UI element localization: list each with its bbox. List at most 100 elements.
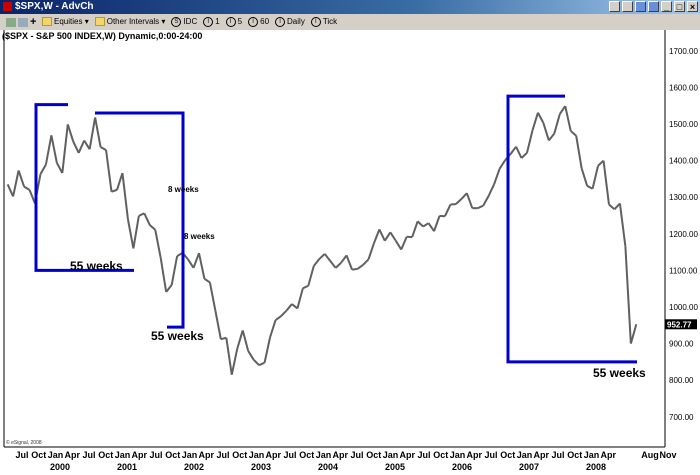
price-segment bbox=[351, 267, 358, 271]
cascade-icon[interactable] bbox=[648, 1, 659, 12]
price-segment bbox=[531, 112, 539, 131]
y-tick-label: 700.00 bbox=[669, 413, 694, 422]
cursor-icon[interactable] bbox=[622, 1, 633, 12]
minimize-button[interactable]: _ bbox=[661, 1, 672, 12]
price-segment bbox=[591, 165, 600, 190]
properties-icon[interactable] bbox=[18, 18, 28, 27]
price-segment bbox=[477, 204, 484, 210]
x-tick-label: Jul bbox=[216, 450, 229, 460]
x-tick-label: Jan bbox=[115, 450, 131, 460]
interval-idc[interactable]: S IDC bbox=[171, 14, 197, 30]
price-segment bbox=[542, 122, 550, 141]
close-button[interactable]: × bbox=[687, 1, 698, 12]
add-icon[interactable]: + bbox=[30, 16, 37, 28]
price-segment bbox=[12, 170, 20, 197]
x-tick-label: Jan bbox=[383, 450, 399, 460]
price-segment bbox=[455, 198, 463, 205]
price-segment bbox=[94, 117, 102, 148]
price-segment bbox=[138, 212, 145, 217]
cycle-box bbox=[95, 111, 185, 329]
price-segment bbox=[111, 188, 118, 193]
price-segment bbox=[356, 264, 364, 270]
price-segment bbox=[230, 348, 239, 375]
x-tick-label: Apr bbox=[467, 450, 483, 460]
price-segment bbox=[493, 168, 501, 185]
x-tick-label: Jul bbox=[417, 450, 430, 460]
price-segment bbox=[236, 330, 244, 350]
interval-daily[interactable]: I Daily bbox=[275, 14, 305, 30]
price-segment bbox=[307, 265, 315, 287]
x-tick-label: Jan bbox=[450, 450, 466, 460]
price-segment bbox=[372, 229, 381, 244]
price-segment bbox=[318, 253, 326, 260]
last-price-label: 952.77 bbox=[667, 320, 692, 329]
x-tick-label: Nov bbox=[659, 450, 676, 460]
price-segment bbox=[28, 189, 36, 204]
price-segment bbox=[214, 310, 222, 340]
x-tick-label: Jul bbox=[551, 450, 564, 460]
x-tick-label: Jul bbox=[283, 450, 296, 460]
x-tick-label: Apr bbox=[65, 450, 81, 460]
x-year-label: 2001 bbox=[117, 462, 137, 472]
price-segment bbox=[498, 159, 506, 170]
other-intervals-dropdown[interactable]: Other Intervals ▾ bbox=[94, 14, 165, 30]
price-segment bbox=[629, 324, 638, 344]
price-segment bbox=[362, 258, 370, 266]
price-segment bbox=[329, 260, 337, 269]
x-tick-label: Jul bbox=[484, 450, 497, 460]
price-segment bbox=[548, 132, 556, 142]
x-tick-label: Jul bbox=[82, 450, 95, 460]
price-segment bbox=[575, 135, 583, 169]
price-segment bbox=[192, 252, 200, 269]
y-tick-label: 1000.00 bbox=[669, 303, 698, 312]
x-tick-label: Oct bbox=[433, 450, 448, 460]
x-tick-label: Oct bbox=[31, 450, 46, 460]
link-icon[interactable] bbox=[609, 1, 620, 12]
price-segment bbox=[252, 358, 260, 366]
folder-icon bbox=[94, 17, 105, 27]
equities-dropdown[interactable]: Equities ▾ bbox=[42, 14, 89, 30]
price-segment bbox=[55, 162, 64, 174]
price-segment bbox=[23, 185, 31, 191]
price-segment bbox=[6, 183, 15, 197]
price-segment bbox=[241, 330, 250, 352]
price-segment bbox=[165, 284, 173, 293]
price-segment bbox=[72, 141, 80, 154]
symbol-icon[interactable] bbox=[6, 18, 16, 27]
price-segment bbox=[291, 303, 299, 310]
x-year-label: 2000 bbox=[50, 462, 70, 472]
price-segment bbox=[597, 159, 605, 167]
x-tick-label: Apr bbox=[132, 450, 148, 460]
x-year-label: 2007 bbox=[519, 462, 539, 472]
x-year-label: 2005 bbox=[385, 462, 405, 472]
chart-area[interactable] bbox=[0, 30, 700, 475]
price-segment bbox=[61, 124, 69, 174]
price-segment bbox=[515, 146, 523, 159]
maximize-button[interactable]: □ bbox=[674, 1, 685, 12]
price-segment bbox=[553, 113, 561, 134]
x-tick-label: Jan bbox=[249, 450, 265, 460]
tile-icon[interactable] bbox=[635, 1, 646, 12]
price-segment bbox=[302, 284, 309, 290]
x-tick-label: Jan bbox=[584, 450, 600, 460]
annotation-55-weeks: 55 weeks bbox=[151, 329, 204, 343]
price-segment bbox=[558, 105, 567, 115]
price-segment bbox=[422, 222, 430, 228]
x-tick-label: Apr bbox=[266, 450, 282, 460]
folder-icon bbox=[42, 17, 52, 27]
price-segment bbox=[39, 164, 47, 175]
price-segment bbox=[203, 277, 211, 284]
interval-60[interactable]: I 60 bbox=[248, 14, 269, 30]
interval-tick[interactable]: I Tick bbox=[310, 14, 337, 30]
price-segment bbox=[608, 203, 616, 211]
y-tick-label: 1500.00 bbox=[669, 120, 698, 129]
cycle-box bbox=[34, 103, 134, 272]
price-segment bbox=[340, 254, 348, 264]
x-tick-label: Oct bbox=[500, 450, 515, 460]
copyright: © eSignal, 2008 bbox=[6, 439, 42, 446]
price-segment bbox=[564, 105, 572, 132]
x-tick-label: Apr bbox=[534, 450, 550, 460]
